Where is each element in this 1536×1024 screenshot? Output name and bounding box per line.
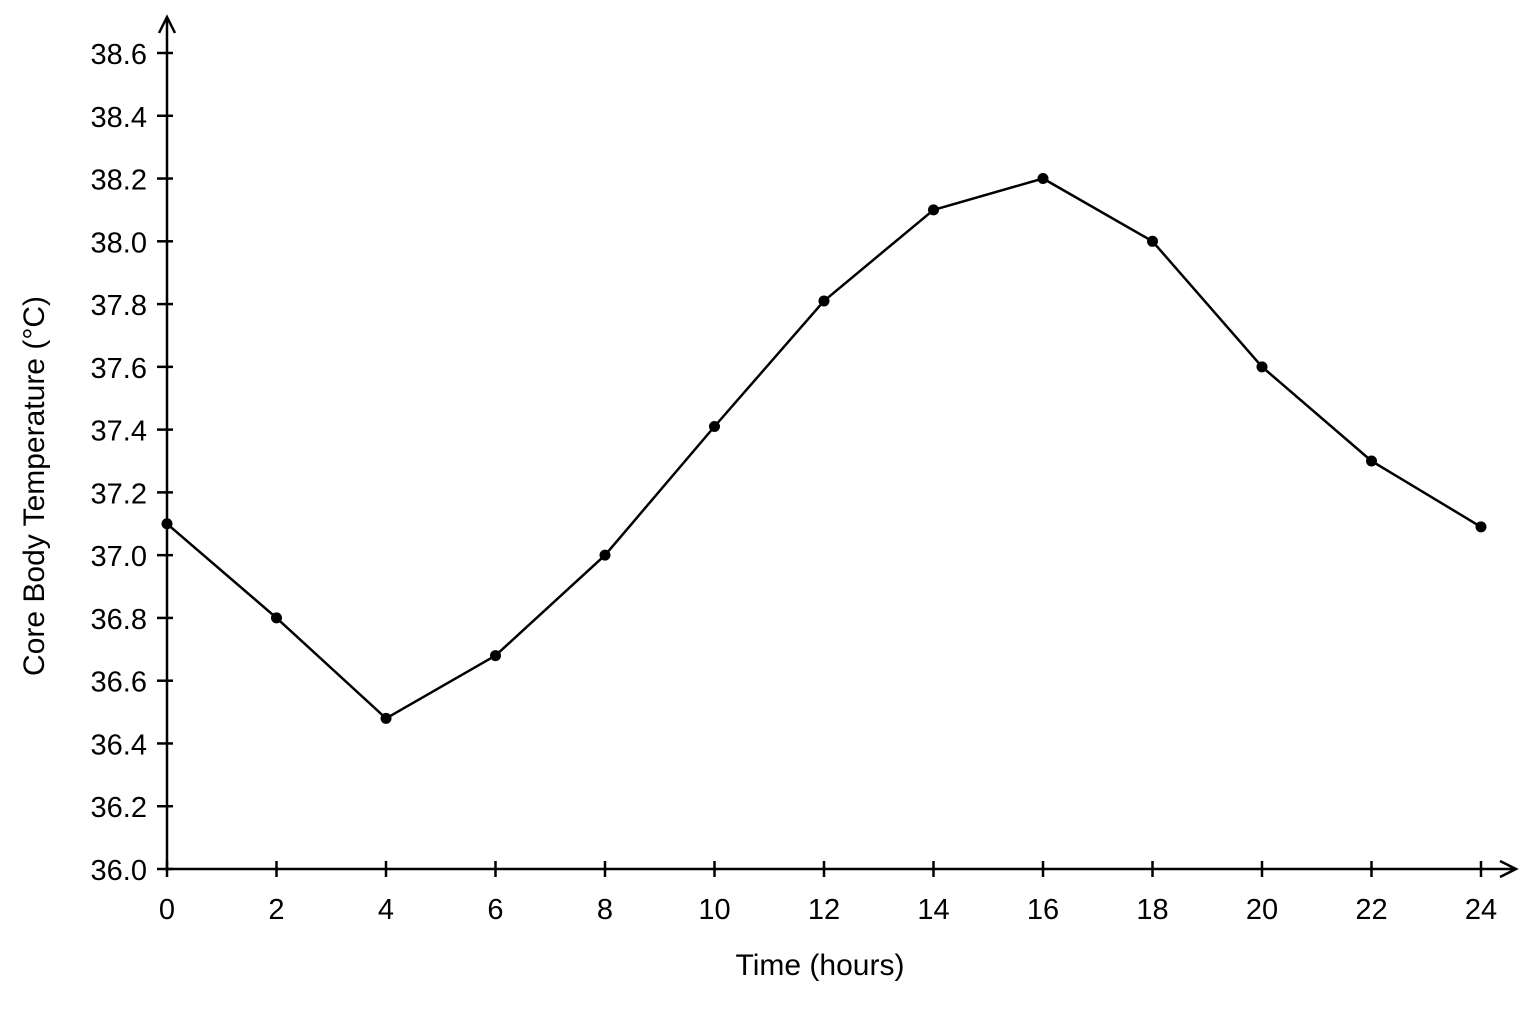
y-tick-label: 36.4 [91, 729, 147, 761]
y-tick-label: 37.8 [91, 290, 147, 322]
x-tick-label: 2 [268, 894, 284, 926]
y-axis-title: Core Body Temperature (°C) [18, 296, 51, 676]
x-axis: 0 2 4 6 8 10 12 14 16 18 20 22 24 [159, 859, 1519, 926]
data-point [818, 295, 830, 307]
x-tick-label: 10 [698, 894, 730, 926]
x-tick-label: 20 [1246, 894, 1278, 926]
data-point [1475, 521, 1487, 533]
data-point [1366, 455, 1377, 467]
data-point [161, 518, 173, 530]
x-tick-label: 22 [1355, 894, 1387, 926]
y-tick-label: 37.2 [91, 478, 147, 510]
data-point [490, 650, 501, 662]
data-point [928, 204, 939, 216]
y-tick-label: 37.0 [91, 541, 147, 573]
y-tick-label: 36.0 [91, 855, 147, 887]
data-point [709, 420, 720, 432]
y-tick-label: 38.0 [91, 227, 147, 259]
x-tick-label: 18 [1136, 894, 1168, 926]
x-axis-arrow [1499, 859, 1519, 879]
data-point [599, 549, 611, 561]
y-tick-label: 36.8 [91, 604, 147, 636]
x-axis-title: Time (hours) [736, 949, 905, 982]
x-tick-label: 12 [808, 894, 840, 926]
series-line [166, 177, 1482, 720]
y-axis: 36.0 36.2 36.4 36.6 36.8 37.0 37.2 37.4 37.6 37.8… [91, 14, 177, 887]
y-tick-label: 36.6 [91, 667, 147, 699]
series-group [161, 173, 1487, 724]
y-tick-label: 36.2 [91, 792, 147, 824]
y-tick-label: 37.6 [91, 353, 147, 385]
x-tick-label: 4 [378, 894, 394, 926]
x-tick-label: 0 [159, 894, 175, 926]
y-tick-label: 38.2 [91, 165, 147, 197]
data-point [380, 712, 392, 724]
data-point [1037, 173, 1049, 185]
x-tick-label: 8 [597, 894, 613, 926]
x-tick-label: 24 [1465, 894, 1497, 926]
y-axis-arrow [157, 14, 177, 34]
data-point [1256, 361, 1268, 373]
x-tick-label: 6 [487, 894, 503, 926]
data-point [1147, 235, 1158, 247]
x-tick-label: 14 [917, 894, 949, 926]
y-tick-label: 38.6 [91, 39, 147, 71]
x-tick-label: 16 [1027, 894, 1059, 926]
data-point [271, 612, 282, 624]
y-tick-label: 38.4 [91, 102, 147, 134]
y-tick-label: 37.4 [91, 416, 147, 448]
